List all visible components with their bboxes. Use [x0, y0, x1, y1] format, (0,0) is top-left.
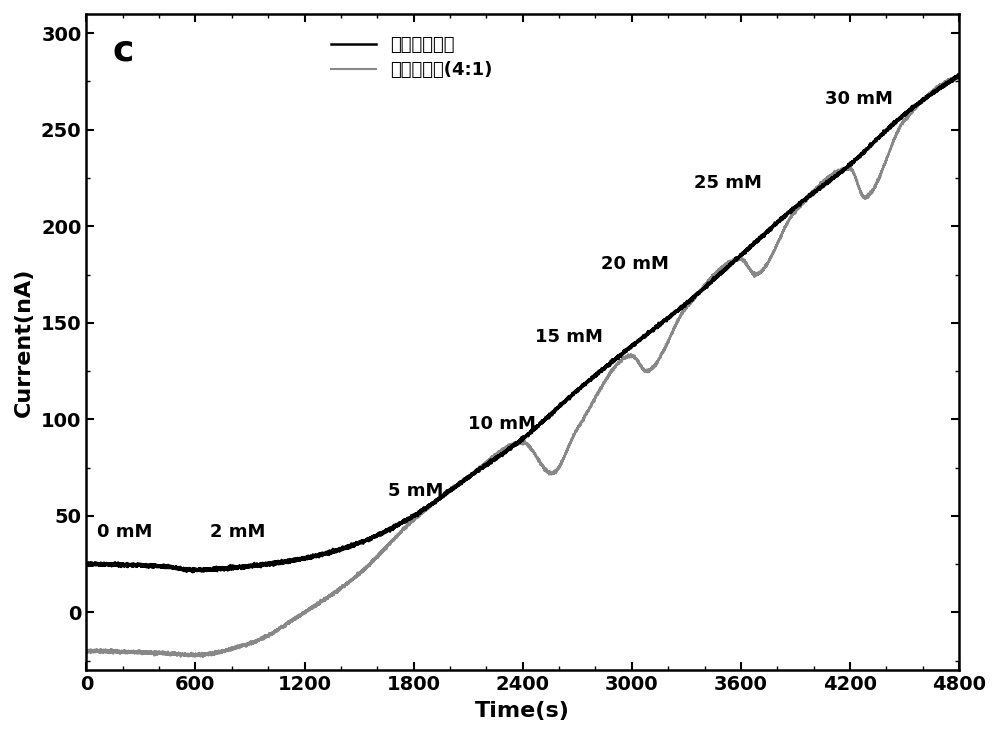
- 未涂覆水凝胶: [724, 261, 736, 270]
- 未涂覆水凝胶: [289, 554, 301, 563]
- 未涂覆水凝胶: [80, 559, 92, 567]
- X-axis label: Time(s): Time(s): [475, 701, 570, 721]
- Legend: 未涂覆水凝胶, 涂覆水凝胶(4:1): 未涂覆水凝胶, 涂覆水凝胶(4:1): [331, 36, 493, 79]
- Y-axis label: Current(nA): Current(nA): [14, 268, 34, 417]
- Text: 2 mM: 2 mM: [210, 523, 265, 541]
- 未涂覆水凝胶: [792, 200, 804, 209]
- Text: 15 mM: 15 mM: [535, 328, 603, 346]
- 未涂覆水凝胶: [894, 114, 906, 123]
- 涂覆水凝胶(4:1): [792, 204, 804, 212]
- Text: 25 mM: 25 mM: [694, 173, 762, 192]
- 涂覆水凝胶(4:1): [609, 362, 621, 370]
- 涂覆水凝胶(4:1): [197, 653, 209, 662]
- 涂覆水凝胶(4:1): [953, 71, 965, 80]
- 涂覆水凝胶(4:1): [380, 544, 392, 553]
- 涂覆水凝胶(4:1): [80, 647, 92, 656]
- 未涂覆水凝胶: [952, 70, 964, 79]
- Text: 5 mM: 5 mM: [388, 482, 444, 501]
- 涂覆水凝胶(4:1): [894, 122, 906, 131]
- 未涂覆水凝胶: [380, 526, 392, 535]
- 未涂覆水凝胶: [187, 568, 199, 577]
- Line: 涂覆水凝胶(4:1): 涂覆水凝胶(4:1): [86, 76, 959, 657]
- 未涂覆水凝胶: [953, 72, 965, 81]
- 涂覆水凝胶(4:1): [289, 614, 301, 623]
- 涂覆水凝胶(4:1): [953, 74, 965, 83]
- Text: 30 mM: 30 mM: [825, 90, 892, 109]
- Text: 20 mM: 20 mM: [601, 254, 669, 273]
- Text: 10 mM: 10 mM: [468, 415, 536, 433]
- Line: 未涂覆水凝胶: 未涂覆水凝胶: [86, 74, 959, 573]
- 涂覆水凝胶(4:1): [724, 257, 736, 265]
- 未涂覆水凝胶: [609, 355, 621, 364]
- Text: 0 mM: 0 mM: [97, 523, 153, 541]
- Text: c: c: [113, 34, 134, 68]
